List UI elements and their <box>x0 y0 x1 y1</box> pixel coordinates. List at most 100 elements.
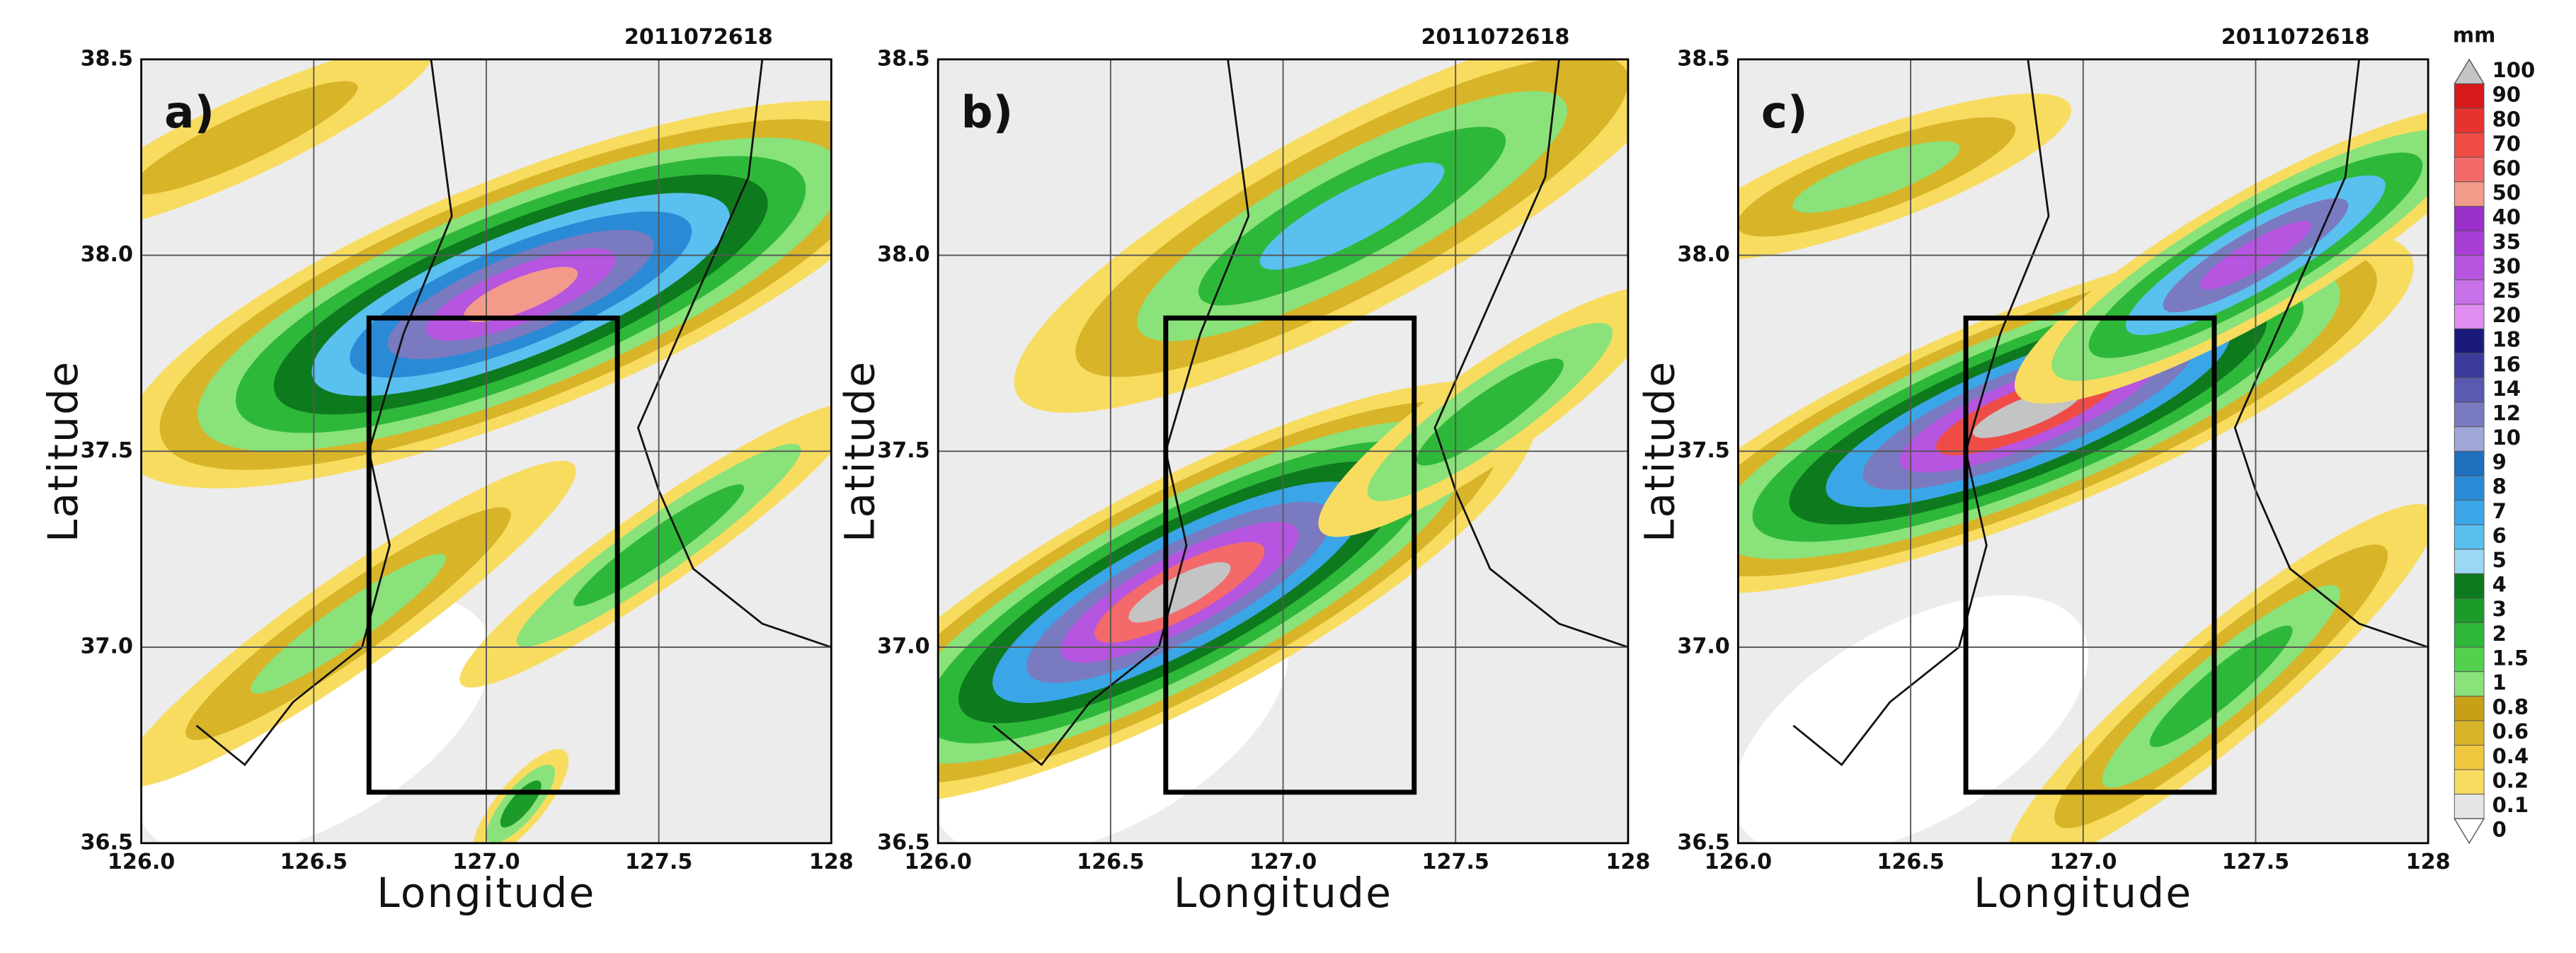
colorbar-cap <box>2454 58 2485 85</box>
y-tick-label: 37.0 <box>81 634 133 659</box>
rain-band <box>141 81 358 195</box>
colorbar-box <box>2454 646 2485 673</box>
colorbar-box <box>2454 475 2485 501</box>
y-axis-label: Latitude <box>1636 360 1684 542</box>
x-tick-label: 126.5 <box>280 850 348 874</box>
colorbar-label: 80 <box>2492 107 2521 131</box>
colorbar-label: 70 <box>2492 132 2521 156</box>
colorbar-box <box>2454 304 2485 329</box>
colorbar-box <box>2454 524 2485 550</box>
colorbar-box <box>2454 156 2485 183</box>
colorbar-box <box>2454 426 2485 452</box>
x-tick-label: 126.5 <box>1877 850 1944 874</box>
colorbar-box <box>2454 500 2485 525</box>
rain-band <box>251 554 446 694</box>
colorbar-label: 5 <box>2492 548 2507 572</box>
study-box <box>366 315 620 795</box>
x-tick-label: 127.0 <box>2049 850 2117 874</box>
y-tick-label: 37.0 <box>1677 634 1729 659</box>
x-tick-label: 127.5 <box>1422 850 1489 874</box>
colorbar-box <box>2454 181 2485 207</box>
study-box <box>1163 315 1417 795</box>
colorbar-box <box>2454 108 2485 134</box>
colorbar-box <box>2454 328 2485 354</box>
y-tick-label: 36.5 <box>1677 830 1729 855</box>
y-tick-label: 37.0 <box>877 634 929 659</box>
map-field <box>1738 59 2429 843</box>
x-tick-label: 127.0 <box>452 850 520 874</box>
border <box>636 59 832 649</box>
colorbar-unit: mm <box>2453 23 2495 47</box>
panel-label: c) <box>1761 86 1808 138</box>
colorbar-label: 1 <box>2492 670 2507 695</box>
colorbar-label: 18 <box>2492 328 2521 352</box>
x-tick-label: 127.5 <box>2222 850 2289 874</box>
colorbar-label: 14 <box>2492 377 2521 401</box>
colorbar-label: 90 <box>2492 83 2521 107</box>
colorbar-cap <box>2454 818 2485 845</box>
colorbar-label: 20 <box>2492 303 2521 327</box>
colorbar-label: 10 <box>2492 426 2521 450</box>
x-axis-label: Longitude <box>1174 869 1392 917</box>
timestamp: 2011072618 <box>2221 25 2370 50</box>
colorbar-box <box>2454 205 2485 232</box>
colorbar-box <box>2454 279 2485 305</box>
colorbar-label: 0.2 <box>2492 768 2529 792</box>
colorbar-label: 1.5 <box>2492 646 2529 670</box>
colorbar-label: 3 <box>2492 597 2507 621</box>
x-tick-label: 126.5 <box>1077 850 1144 874</box>
colorbar-label: 0.4 <box>2492 744 2529 768</box>
colorbar-box <box>2454 622 2485 648</box>
colorbar-box <box>2454 450 2485 476</box>
colorbar-label: 35 <box>2492 229 2521 253</box>
x-tick-label: 128 <box>809 850 854 874</box>
colorbar-label: 16 <box>2492 352 2521 376</box>
timestamp: 2011072618 <box>1421 25 1569 50</box>
colorbar-box <box>2454 671 2485 697</box>
colorbar-box <box>2454 255 2485 280</box>
x-tick-label: 128 <box>2406 850 2451 874</box>
x-tick-label: 127.0 <box>1249 850 1317 874</box>
colorbar-label: 6 <box>2492 523 2507 547</box>
x-tick-label: 126.0 <box>904 850 971 874</box>
frame <box>937 58 1630 845</box>
frame <box>1737 58 2429 845</box>
rain-band <box>1416 358 1564 466</box>
colorbar-label: 0 <box>2492 818 2507 842</box>
rain-band <box>1792 141 1960 213</box>
y-axis-label: Latitude <box>836 360 884 542</box>
x-axis-label: Longitude <box>1974 869 2192 917</box>
colorbar-box <box>2454 549 2485 574</box>
colorbar-label: 50 <box>2492 181 2521 205</box>
y-tick-label: 38.0 <box>877 242 929 267</box>
colorbar-box <box>2454 353 2485 379</box>
rain-band <box>1128 561 1231 623</box>
panel-label: b) <box>961 86 1014 138</box>
y-tick-label: 38.5 <box>877 46 929 71</box>
colorbar-box <box>2454 598 2485 623</box>
y-tick-label: 36.5 <box>81 830 133 855</box>
colorbar-label: 60 <box>2492 156 2521 181</box>
y-tick-label: 38.5 <box>81 46 133 71</box>
colorbar-box <box>2454 573 2485 599</box>
y-tick-label: 38.0 <box>1677 242 1729 267</box>
map-field <box>141 59 832 843</box>
colorbar-box <box>2454 377 2485 403</box>
colorbar-box <box>2454 401 2485 428</box>
colorbar-box <box>2454 745 2485 770</box>
x-axis-label: Longitude <box>377 869 595 917</box>
border <box>1433 59 1628 649</box>
colorbar-box <box>2454 720 2485 746</box>
colorbar-label: 9 <box>2492 450 2507 474</box>
y-tick-label: 38.0 <box>81 242 133 267</box>
frame <box>140 58 832 845</box>
colorbar-label: 30 <box>2492 254 2521 278</box>
colorbar-label: 100 <box>2492 58 2536 82</box>
colorbar-label: 25 <box>2492 278 2521 302</box>
colorbar-box <box>2454 132 2485 158</box>
x-tick-label: 127.5 <box>625 850 692 874</box>
colorbar-label: 0.8 <box>2492 695 2529 719</box>
map-field <box>938 59 1628 843</box>
